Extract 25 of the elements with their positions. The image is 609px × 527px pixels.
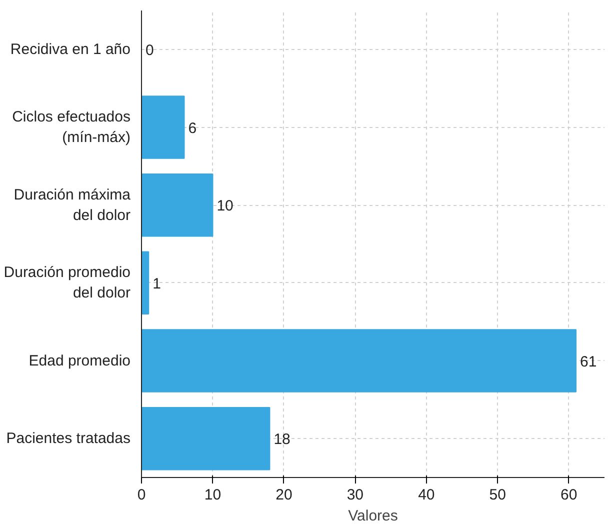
x-tick-label: 30 <box>346 486 364 504</box>
bar <box>142 329 577 392</box>
x-tick-label: 40 <box>418 486 435 504</box>
x-tick-label: 60 <box>560 486 578 504</box>
y-tick-label: Recidiva en 1 año <box>10 40 131 58</box>
bar <box>142 406 270 470</box>
y-tick-label: Edad promedio <box>28 352 130 370</box>
y-tick-label: Ciclos efectuados (mín-máx) <box>12 108 131 146</box>
y-tick-label: Pacientes tratadas <box>6 430 131 448</box>
y-tick-label: Duración promedio del dolor <box>4 264 131 302</box>
data-label: 61 <box>580 353 597 370</box>
data-label: 18 <box>274 431 290 448</box>
bar <box>142 251 150 315</box>
x-tick-label: 0 <box>137 486 146 504</box>
x-tick-label: 20 <box>276 486 292 504</box>
x-tick-label: 50 <box>489 486 506 504</box>
data-label: 0 <box>146 42 154 59</box>
x-tick-label: 10 <box>204 486 222 504</box>
data-label: 10 <box>216 198 234 215</box>
data-label: 1 <box>152 275 161 292</box>
data-label: 6 <box>188 120 197 137</box>
y-tick-label: Duración máxima del dolor <box>14 186 132 224</box>
bar <box>142 173 214 237</box>
bar <box>142 96 185 159</box>
x-axis-title: Valores <box>348 508 398 524</box>
